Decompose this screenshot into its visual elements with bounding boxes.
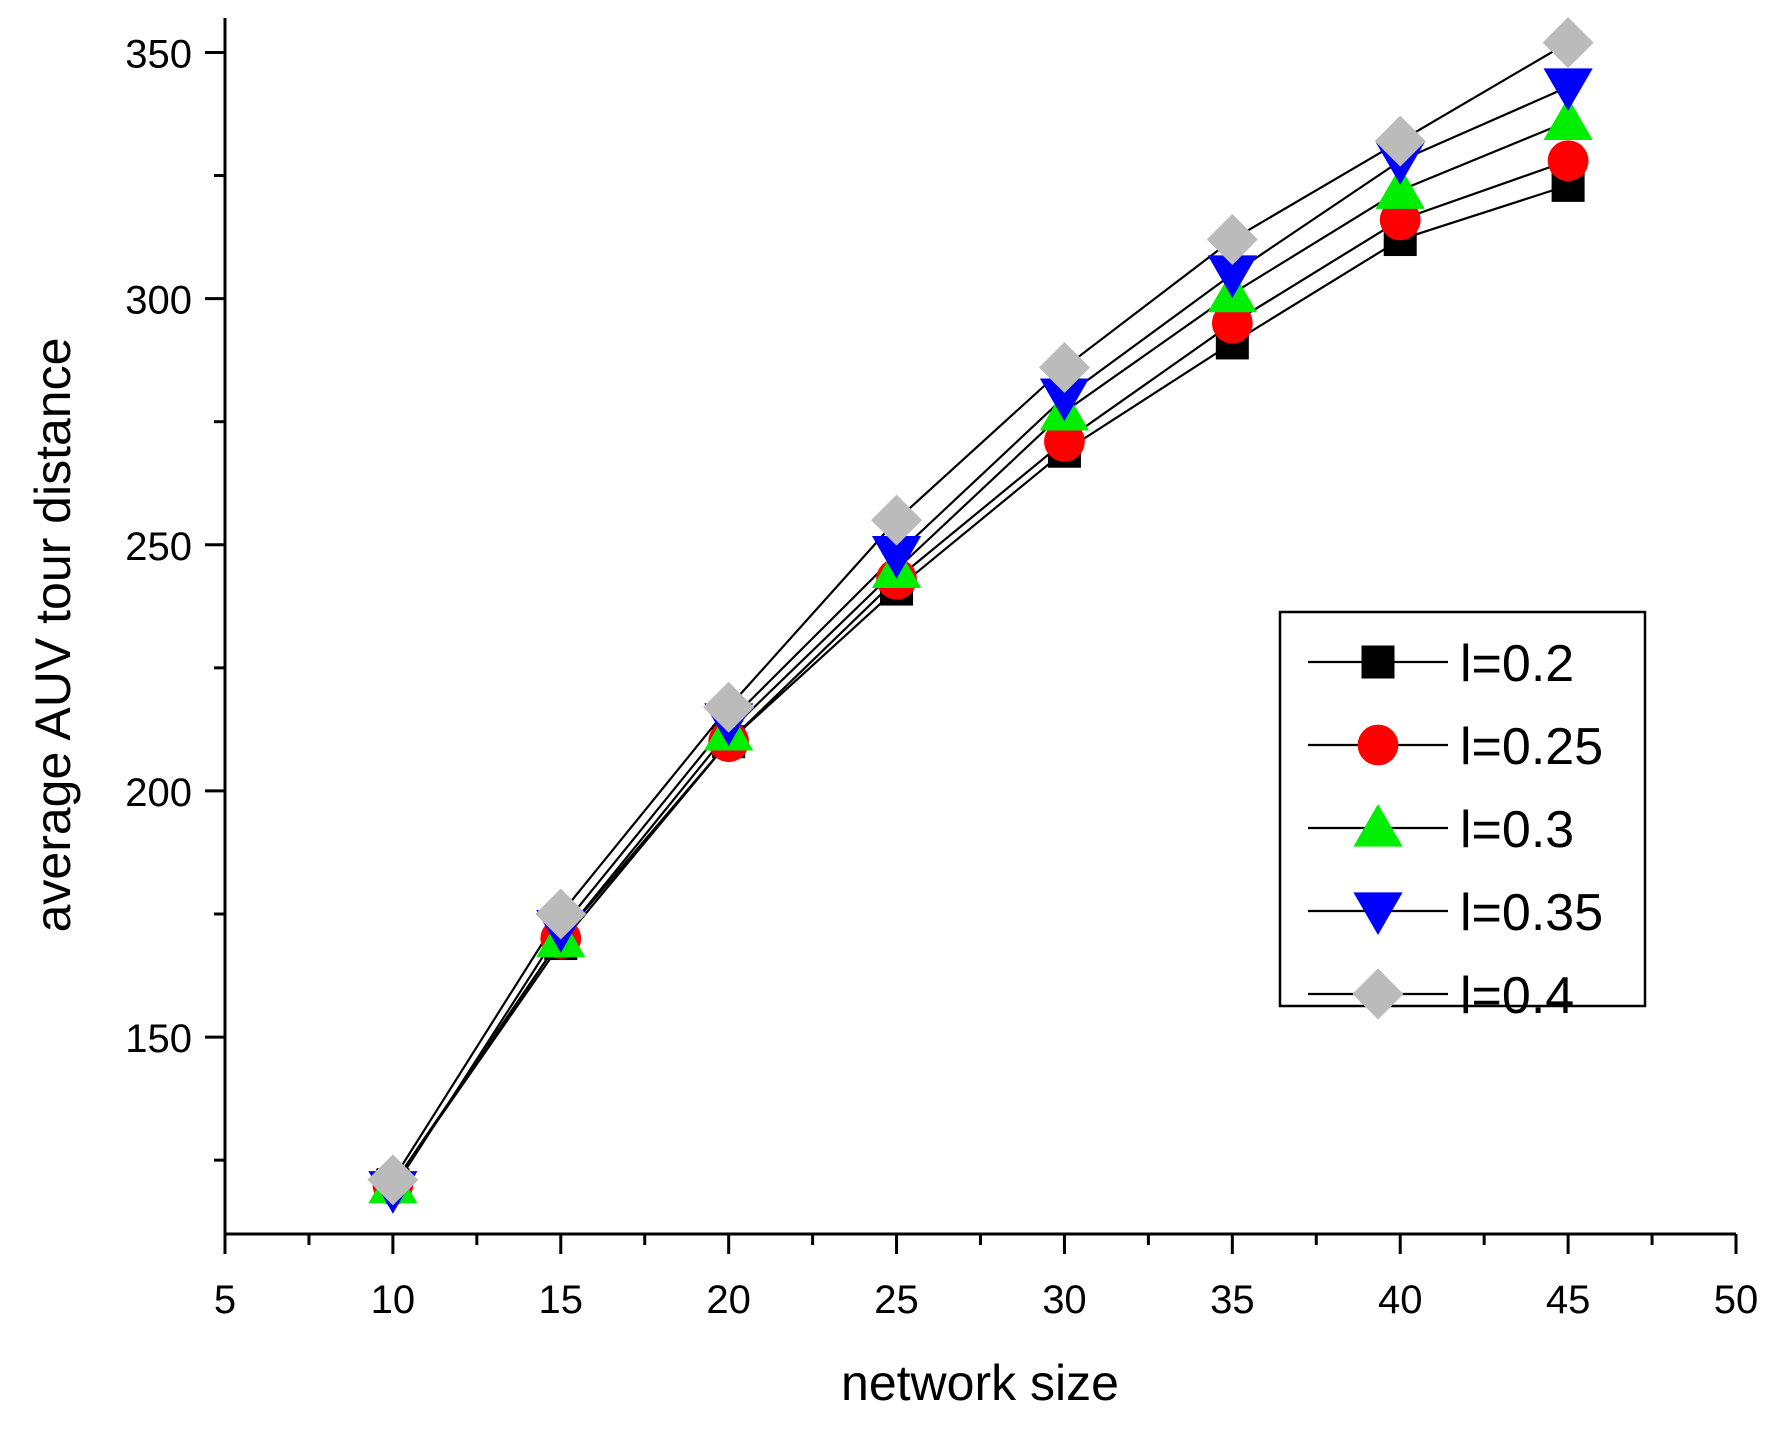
y-tick-label: 250 — [125, 525, 192, 569]
series-line-l=0.4 — [391, 41, 1569, 1181]
series-line-l=0.3 — [391, 120, 1569, 1186]
legend-marker — [1353, 892, 1403, 935]
legend-label: l=0.25 — [1460, 718, 1603, 776]
y-tick-label: 150 — [125, 1017, 192, 1061]
data-point-l=0.4 — [871, 494, 923, 546]
data-point-l=0.35 — [1543, 68, 1593, 111]
x-tick-label: 15 — [539, 1278, 584, 1322]
series-lines — [391, 41, 1569, 1191]
legend-marker — [1357, 724, 1399, 766]
legend-marker — [1353, 804, 1403, 847]
series-markers — [367, 17, 1594, 1214]
x-tick-label: 50 — [1714, 1278, 1759, 1322]
x-tick-label: 45 — [1546, 1278, 1591, 1322]
data-point-l=0.25 — [1211, 302, 1253, 344]
y-tick-label: 300 — [125, 279, 192, 323]
x-tick-label: 5 — [214, 1278, 236, 1322]
series-line-l=0.2 — [391, 184, 1569, 1186]
legend-label: l=0.2 — [1460, 635, 1574, 693]
y-axis-title: average AUV tour distance — [25, 338, 81, 933]
data-point-l=0.25 — [1379, 199, 1421, 241]
data-point-l=0.25 — [1044, 420, 1085, 462]
x-tick-label: 25 — [874, 1278, 919, 1322]
x-tick-label: 10 — [371, 1278, 416, 1322]
x-tick-label: 30 — [1042, 1278, 1087, 1322]
data-point-l=0.4 — [703, 681, 755, 733]
x-axis-title: network size — [841, 1355, 1119, 1411]
data-point-l=0.3 — [1543, 97, 1593, 140]
y-tick-label: 200 — [125, 771, 192, 815]
data-point-l=0.35 — [1039, 378, 1090, 422]
data-point-l=0.4 — [1542, 17, 1594, 69]
data-point-l=0.4 — [1206, 214, 1258, 266]
legend-label: l=0.35 — [1460, 884, 1603, 942]
data-point-l=0.25 — [1547, 140, 1589, 182]
x-tick-label: 35 — [1210, 1278, 1255, 1322]
x-tick-label: 40 — [1378, 1278, 1423, 1322]
data-point-l=0.4 — [535, 888, 587, 940]
legend-box — [1278, 610, 1647, 1008]
y-tick-label: 350 — [125, 32, 192, 76]
x-tick-label: 20 — [706, 1278, 751, 1322]
data-point-l=0.4 — [1374, 115, 1426, 167]
legend: l=0.2 l=0.25 l=0.3 l=0.35 l=0.4 — [1278, 610, 1647, 1025]
data-point-l=0.3 — [1375, 166, 1425, 209]
legend-marker — [1352, 968, 1404, 1020]
data-point-l=0.35 — [871, 536, 922, 579]
data-point-l=0.4 — [1038, 342, 1090, 394]
data-point-l=0.4 — [367, 1154, 419, 1206]
axes: 5 10 15 20 25 30 35 40 45 50 150 200 250 300 350 — [125, 18, 1758, 1322]
data-point-l=0.35 — [1207, 255, 1257, 298]
series-line-l=0.35 — [391, 85, 1569, 1191]
legend-marker — [1361, 645, 1395, 679]
legend-label: l=0.3 — [1460, 801, 1574, 859]
legend-label: l=0.4 — [1460, 967, 1574, 1025]
series-layer — [367, 17, 1594, 1214]
